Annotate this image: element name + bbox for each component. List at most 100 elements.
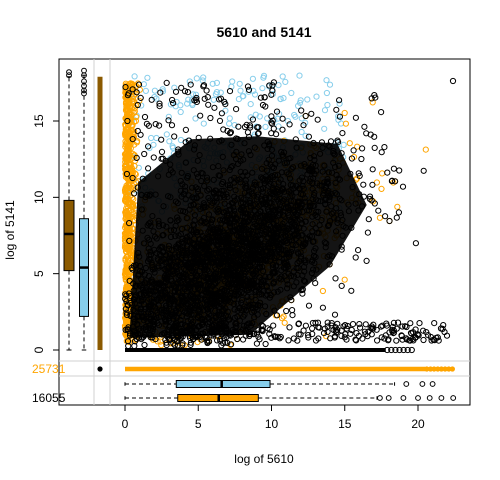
scatter-point bbox=[286, 324, 293, 331]
box bbox=[175, 380, 271, 388]
scatter-point bbox=[361, 328, 368, 335]
x-tick-label: 15 bbox=[338, 417, 352, 431]
scatter-point bbox=[376, 214, 383, 221]
scatter-point bbox=[187, 341, 194, 348]
scatter-point bbox=[253, 340, 260, 347]
scatter-point bbox=[200, 74, 207, 81]
scatter-point bbox=[141, 113, 149, 121]
scatter-point bbox=[273, 108, 281, 115]
scatter-point bbox=[290, 335, 297, 342]
scatter-point bbox=[302, 112, 309, 120]
scatter-point bbox=[280, 313, 287, 320]
scatter-point bbox=[261, 94, 268, 101]
scatter-point bbox=[283, 307, 290, 315]
scatter-point bbox=[309, 325, 316, 332]
scatter-point bbox=[179, 342, 186, 349]
scatter-point bbox=[335, 139, 342, 146]
y-boxplot-secondary bbox=[79, 67, 89, 351]
scatter-point bbox=[129, 86, 136, 93]
scatter-point bbox=[357, 324, 364, 331]
scatter-point bbox=[213, 89, 220, 96]
scatter-point bbox=[264, 325, 271, 332]
scatter-point bbox=[228, 341, 235, 348]
scatter-point bbox=[221, 98, 228, 105]
scatter-point bbox=[200, 82, 208, 89]
scatter-point bbox=[226, 120, 233, 127]
scatter-point bbox=[336, 97, 343, 104]
scatter-point bbox=[122, 241, 129, 248]
scatter-point bbox=[435, 337, 442, 344]
scatter-point bbox=[369, 325, 376, 332]
scatter-point bbox=[409, 336, 416, 343]
scatter-point bbox=[141, 150, 148, 158]
scatter-point bbox=[123, 192, 130, 199]
scatter-point bbox=[336, 113, 343, 120]
scatter-point bbox=[122, 162, 129, 169]
scatter-point bbox=[399, 336, 406, 343]
scatter-point bbox=[126, 162, 133, 169]
scatter-point bbox=[129, 96, 136, 103]
scatter-point bbox=[185, 96, 192, 103]
scatter-point bbox=[323, 77, 330, 84]
scatter-point bbox=[123, 170, 131, 178]
scatter-point bbox=[158, 136, 165, 143]
scatter-point bbox=[171, 133, 178, 140]
scatter-point bbox=[122, 214, 130, 221]
scatter-point bbox=[122, 233, 129, 240]
scatter-point bbox=[443, 332, 451, 339]
scatter-point bbox=[237, 87, 244, 94]
outlier-point bbox=[81, 67, 87, 74]
scatter-point bbox=[177, 108, 184, 116]
scatter-point bbox=[390, 319, 397, 326]
scatter-point bbox=[209, 80, 216, 87]
scatter-point bbox=[327, 335, 334, 342]
scatter-point bbox=[399, 183, 407, 190]
scatter-point bbox=[313, 93, 320, 100]
scatter-point bbox=[340, 141, 347, 148]
scatter-point bbox=[244, 129, 251, 136]
scatter-point bbox=[235, 123, 242, 130]
outlier-point bbox=[400, 395, 407, 401]
scatter-point bbox=[386, 217, 393, 225]
scatter-point bbox=[349, 321, 357, 328]
scatter-point bbox=[156, 103, 163, 110]
scatter-point bbox=[134, 127, 141, 135]
scatter-point bbox=[309, 330, 316, 338]
scatter-point bbox=[186, 78, 193, 85]
dense-core bbox=[129, 136, 367, 338]
scatter-point bbox=[200, 120, 207, 127]
scatter-point bbox=[392, 178, 399, 185]
scatter-point bbox=[127, 165, 135, 173]
scatter-point bbox=[315, 335, 322, 342]
scatter-point bbox=[394, 319, 402, 326]
scatter-point bbox=[125, 226, 132, 233]
scatter-point bbox=[280, 95, 287, 102]
scatter-point bbox=[269, 82, 276, 89]
scatter-point bbox=[288, 89, 295, 97]
scatter-point bbox=[440, 322, 447, 329]
scatter-point bbox=[360, 181, 367, 188]
scatter-point bbox=[151, 87, 158, 94]
scatter-point bbox=[266, 82, 273, 89]
scatter-point bbox=[338, 327, 345, 334]
zero-count-primary: 25731 bbox=[32, 362, 66, 376]
scatter-point bbox=[386, 329, 393, 336]
scatter-point bbox=[144, 74, 151, 81]
zero-y-point bbox=[408, 346, 415, 354]
y-tick-label: 15 bbox=[32, 114, 46, 128]
scatter-point bbox=[126, 237, 133, 244]
scatter-point bbox=[276, 335, 283, 342]
scatter-point bbox=[133, 89, 140, 96]
scatter-point bbox=[125, 130, 132, 137]
scatter-point bbox=[332, 275, 339, 282]
scatter-point bbox=[266, 330, 273, 337]
scatter-point bbox=[260, 74, 267, 81]
scatter-point bbox=[371, 133, 378, 140]
outlier-point bbox=[419, 381, 426, 387]
scatter-point bbox=[259, 328, 266, 335]
scatter-point bbox=[378, 109, 385, 116]
zero-y-point bbox=[384, 346, 391, 354]
scatter-point bbox=[146, 144, 153, 152]
scatter-point bbox=[273, 312, 281, 319]
x-axis-label: log of 5610 bbox=[234, 452, 294, 466]
